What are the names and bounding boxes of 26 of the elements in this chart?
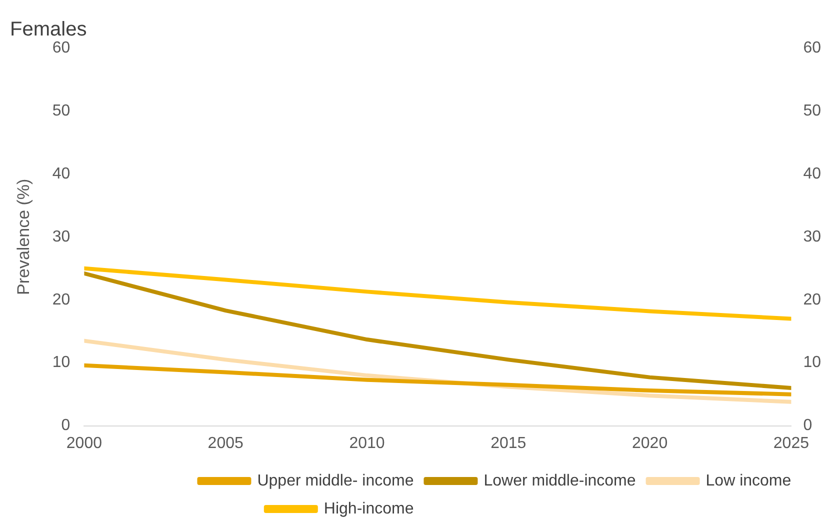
y-tick-label: 20	[52, 291, 70, 308]
y-tick-label: 50	[52, 102, 70, 120]
y-tick-label: 30	[52, 228, 70, 246]
legend-label: Upper middle- income	[257, 472, 414, 490]
legend-label: High-income	[324, 500, 414, 518]
y-tick-label: 40	[52, 165, 70, 182]
y2-tick-label: 10	[803, 354, 822, 372]
x-tick-label: 2010	[349, 434, 385, 452]
x-tick-label: 2005	[208, 434, 244, 452]
y-tick-label: 10	[52, 354, 70, 372]
y-axis-title: Prevalence (%)	[14, 178, 33, 296]
x-tick-label: 2000	[66, 434, 102, 452]
y2-tick-label: 0	[803, 417, 812, 434]
y-tick-label: 60	[52, 39, 70, 56]
legend-label: Lower middle-income	[484, 472, 636, 490]
y-tick-label: 0	[61, 417, 70, 434]
y2-tick-label: 20	[803, 291, 822, 308]
x-tick-label: 2020	[632, 434, 668, 452]
chart-title: Females	[10, 18, 87, 41]
y2-tick-label: 30	[803, 228, 822, 246]
legend-label: Low income	[706, 472, 792, 490]
y2-tick-label: 50	[803, 102, 822, 120]
x-tick-label: 2015	[490, 434, 526, 452]
x-tick-label: 2025	[773, 434, 810, 452]
y2-tick-label: 60	[803, 39, 822, 56]
y2-tick-label: 40	[803, 165, 822, 182]
